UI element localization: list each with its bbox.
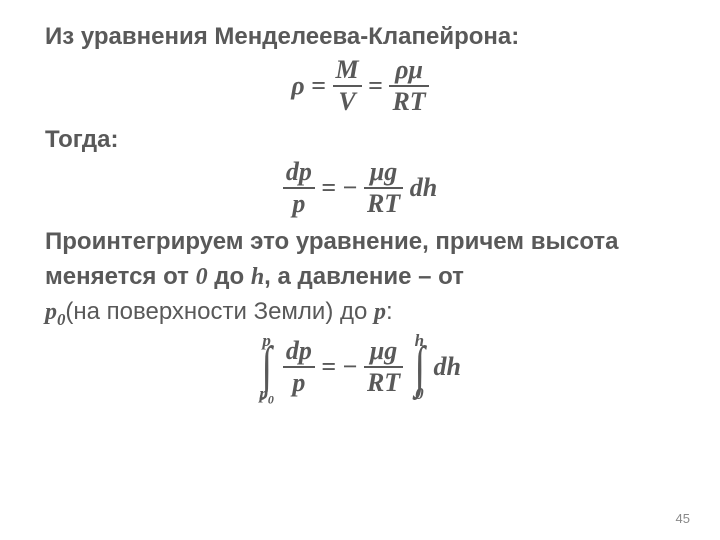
integral-right: h ∫ 0 xyxy=(412,332,427,402)
txt-l2a: меняется от xyxy=(45,263,196,290)
sym-eq2: = xyxy=(368,71,389,100)
den-p: p xyxy=(283,189,315,217)
txt-l3c: до xyxy=(333,298,374,325)
den-V: V xyxy=(333,87,362,115)
math-h-inline: h xyxy=(251,264,264,290)
sym-rho: ρ xyxy=(291,71,304,100)
para-integrate-3: p0(на поверхности Земли) до p: xyxy=(45,297,675,328)
num-dp2: dp xyxy=(283,338,315,368)
txt-l3b: (на поверхности Земли) xyxy=(65,298,333,325)
den-RT2: RT xyxy=(364,189,403,217)
sym-eq3: = xyxy=(321,173,342,202)
txt-l3d: : xyxy=(386,298,393,325)
para-integrate-1: Проинтегрируем это уравнение, причем выс… xyxy=(45,227,675,258)
frac-mug-RT: μg RT xyxy=(364,159,403,217)
para-then: Тогда: xyxy=(45,125,675,156)
frac-rhomu-RT: ρμ RT xyxy=(389,57,428,115)
para-mendeleev: Из уравнения Менделеева-Клапейрона: xyxy=(45,22,675,53)
frac-dp-p: dp p xyxy=(283,159,315,217)
num-mug: μg xyxy=(364,159,403,189)
frac-mug-RT-2: μg RT xyxy=(364,338,403,396)
sym-eq4: = xyxy=(321,352,342,381)
page-number: 45 xyxy=(676,511,690,526)
sym-eq1: = xyxy=(311,71,332,100)
integral-left: p ∫ p0 xyxy=(259,332,274,402)
equation-density: ρ = M V = ρμ RT xyxy=(45,57,675,115)
sym-dh2: dh xyxy=(434,352,461,381)
frac-M-V: M V xyxy=(333,57,362,115)
para-integrate-2: меняется от 0 до h, а давление – от xyxy=(45,262,675,293)
num-dp: dp xyxy=(283,159,315,189)
p0-p: p xyxy=(45,299,57,325)
int-sign-1: ∫ xyxy=(261,346,271,388)
sym-minus1: − xyxy=(343,173,364,202)
sym-dh: dh xyxy=(410,173,437,202)
num-M: M xyxy=(333,57,362,87)
txt-l2b: до xyxy=(208,263,251,290)
txt-l2c: , а давление – от xyxy=(264,263,464,290)
num-mug2: μg xyxy=(364,338,403,368)
den-p2: p xyxy=(283,368,315,396)
num-rhomu: ρμ xyxy=(389,57,428,87)
math-p-inline: p xyxy=(374,299,386,325)
int-sign-2: ∫ xyxy=(414,346,424,388)
equation-differential: dp p = − μg RT dh xyxy=(45,159,675,217)
math-p0-inline: p0 xyxy=(45,299,65,325)
den-RT: RT xyxy=(389,87,428,115)
sym-minus2: − xyxy=(343,352,364,381)
frac-dp-p-2: dp p xyxy=(283,338,315,396)
equation-integral: p ∫ p0 dp p = − μg RT h ∫ 0 dh xyxy=(45,332,675,402)
math-zero-inline: 0 xyxy=(196,264,208,290)
den-RT3: RT xyxy=(364,368,403,396)
